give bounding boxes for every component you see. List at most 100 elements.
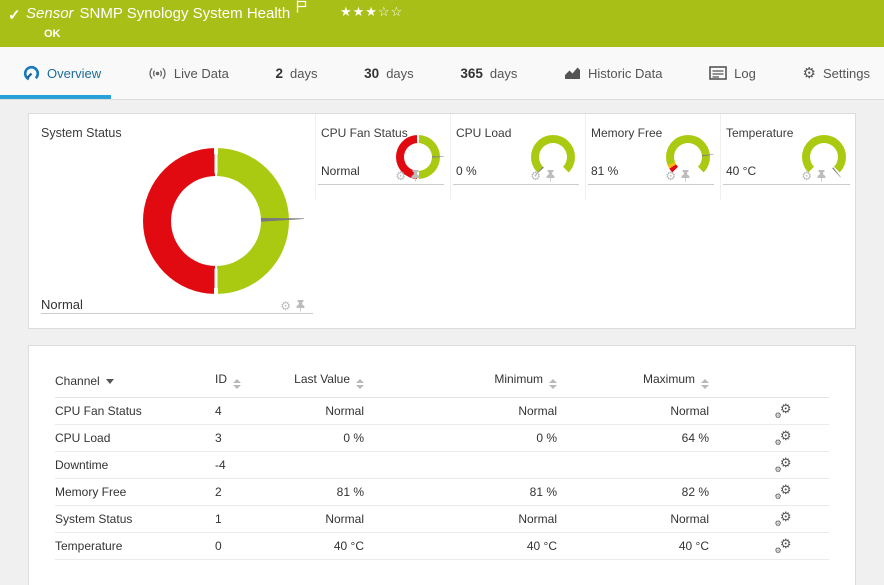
last-value: 81 %	[336, 485, 364, 499]
sort-icon	[549, 379, 557, 389]
tab-label: Log	[734, 65, 756, 81]
gauge-settings-gear-icon[interactable]: ⚙	[530, 169, 541, 183]
gauge-title: Temperature	[726, 126, 794, 140]
tab-number: 365	[460, 65, 483, 81]
gear-small-icon: ⚙	[774, 411, 782, 420]
tab-settings[interactable]: ⚙ Settings	[803, 47, 870, 99]
column-header-channel[interactable]: Channel	[55, 374, 215, 388]
channel-name: CPU Fan Status	[55, 404, 142, 418]
gauge-settings-gear-icon[interactable]: ⚙	[665, 169, 676, 183]
maximum-value: Normal	[670, 512, 709, 526]
gauge-needle	[686, 151, 714, 159]
table-row: CPU Load 3 0 % 0 % 64 % ⚙ ⚙	[55, 425, 829, 452]
tab-historic-data[interactable]: Historic Data	[564, 47, 662, 99]
channel-id: 4	[215, 404, 222, 418]
divider	[318, 184, 444, 185]
system-status-gauge-dial	[143, 148, 289, 294]
maximum-value: 64 %	[681, 431, 709, 445]
channel-settings-icon[interactable]: ⚙ ⚙	[775, 482, 792, 501]
last-value: 0 %	[343, 431, 364, 445]
gear-icon: ⚙	[779, 428, 792, 443]
pin-icon[interactable]	[296, 300, 305, 312]
tab-label: Overview	[47, 65, 102, 81]
channel-name: CPU Load	[55, 431, 111, 445]
tab-overview[interactable]: Overview	[0, 47, 112, 99]
sort-icon	[356, 379, 364, 389]
area-chart-icon	[565, 67, 581, 79]
divider	[41, 313, 313, 314]
gear-icon: ⚙	[779, 401, 792, 416]
gear-icon: ⚙	[779, 536, 792, 551]
minimum-value: Normal	[518, 512, 557, 526]
channel-id: -4	[215, 458, 226, 472]
gauge-value: 40 °C	[726, 164, 757, 178]
column-header-id[interactable]: ID	[215, 372, 277, 389]
temperature-gauge-dial	[802, 135, 846, 179]
divider	[588, 184, 714, 185]
gauge-settings-gear-icon[interactable]: ⚙	[280, 299, 291, 313]
channel-name: Downtime	[55, 458, 109, 472]
gear-small-icon: ⚙	[774, 546, 782, 555]
channel-name: Memory Free	[55, 485, 127, 499]
tab-365-days[interactable]: 365 days	[460, 47, 517, 99]
tab-number: 2	[275, 65, 283, 81]
tab-30-days[interactable]: 30 days	[364, 47, 414, 99]
sensor-title-row: Sensor SNMP Synology System Health	[26, 0, 307, 22]
gauge-title: CPU Fan Status	[321, 126, 408, 140]
gauge-settings-gear-icon[interactable]: ⚙	[801, 169, 812, 183]
gauge-title: Memory Free	[591, 126, 663, 140]
channel-id: 2	[215, 485, 222, 499]
sort-desc-icon	[105, 378, 114, 384]
channel-settings-icon[interactable]: ⚙ ⚙	[774, 536, 792, 555]
gauge-temperature: Temperature 40 °C ⚙	[720, 114, 856, 200]
column-header-last-value[interactable]: Last Value	[277, 372, 392, 389]
table-row: CPU Fan Status 4 Normal Normal Normal ⚙ ⚙	[55, 398, 829, 425]
gear-icon: ⚙	[779, 482, 792, 497]
gear-icon: ⚙	[779, 509, 792, 524]
maximum-value: 82 %	[681, 485, 709, 499]
column-header-minimum[interactable]: Minimum	[392, 372, 585, 389]
log-icon	[709, 66, 727, 80]
channel-name: Temperature	[55, 539, 123, 553]
table-row: System Status 1 Normal Normal Normal ⚙ ⚙	[55, 506, 829, 533]
tab-label: days	[386, 65, 414, 81]
channel-settings-icon[interactable]: ⚙ ⚙	[775, 509, 792, 528]
tab-bar: Overview Live Data 2 days 30 days 365 da…	[0, 47, 884, 100]
pin-icon[interactable]	[411, 170, 420, 182]
minimum-value: 0 %	[536, 431, 557, 445]
gauge-memory-free: Memory Free 81 % ⚙	[585, 114, 720, 200]
column-header-maximum[interactable]: Maximum	[585, 372, 737, 389]
tab-log[interactable]: Log	[709, 47, 756, 99]
tab-live-data[interactable]: Live Data	[148, 47, 229, 99]
ok-check-icon: ✓	[8, 7, 21, 24]
tab-label: days	[489, 65, 518, 81]
channels-table: Channel ID Last Value Minimum Maximum CP…	[55, 364, 829, 560]
sensor-status-banner: ✓ Sensor SNMP Synology System Health ★★★☆…	[0, 0, 884, 47]
channel-name: System Status	[55, 512, 133, 526]
gear-icon: ⚙	[779, 455, 792, 470]
channel-settings-icon[interactable]: ⚙ ⚙	[774, 428, 792, 447]
flag-icon[interactable]	[296, 0, 307, 13]
gauge-value: 0 %	[456, 164, 477, 178]
channel-settings-icon[interactable]: ⚙ ⚙	[774, 455, 792, 474]
tab-2-days[interactable]: 2 days	[275, 47, 317, 99]
page-title: SNMP Synology System Health	[79, 5, 291, 22]
tab-number: 30	[364, 65, 380, 81]
tab-label: Historic Data	[588, 65, 663, 81]
gauge-settings-gear-icon[interactable]: ⚙	[395, 169, 406, 183]
channel-id: 3	[215, 431, 222, 445]
tab-label: Settings	[822, 65, 870, 81]
table-row: Memory Free 2 81 % 81 % 82 % ⚙ ⚙	[55, 479, 829, 506]
pin-icon[interactable]	[817, 170, 826, 182]
pin-icon[interactable]	[681, 170, 690, 182]
gear-small-icon: ⚙	[774, 438, 782, 447]
minimum-value: 81 %	[529, 485, 557, 499]
gauge-cpu-fan-status: CPU Fan Status Normal ⚙	[315, 114, 450, 200]
gauge-needle	[208, 213, 304, 228]
channel-settings-icon[interactable]: ⚙ ⚙	[774, 401, 792, 420]
table-row: Temperature 0 40 °C 40 °C 40 °C ⚙ ⚙	[55, 533, 829, 560]
gear-small-icon: ⚙	[774, 465, 782, 474]
priority-stars[interactable]: ★★★☆☆	[340, 4, 404, 19]
pin-icon[interactable]	[546, 170, 555, 182]
divider	[723, 184, 850, 185]
